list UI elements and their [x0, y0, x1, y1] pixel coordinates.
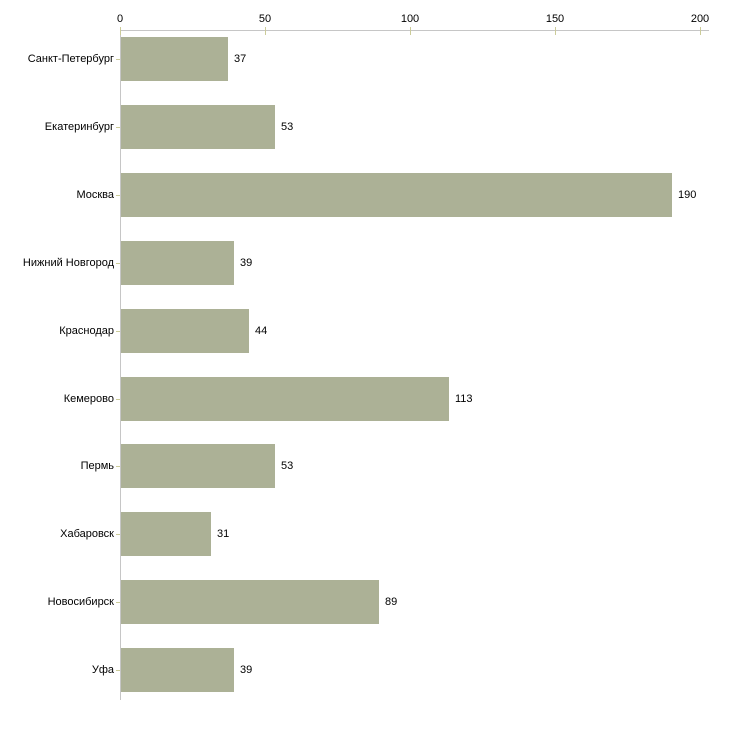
bar-row: Санкт-Петербург 37	[0, 37, 730, 81]
bar	[121, 444, 275, 488]
x-tick-label: 150	[545, 13, 565, 25]
category-label: Кемерово	[63, 393, 114, 405]
value-label: 53	[281, 121, 294, 133]
category-tick-mark	[116, 263, 120, 264]
category-tick-mark	[116, 331, 120, 332]
x-tick-label: 200	[690, 13, 710, 25]
category-label: Уфа	[91, 664, 114, 676]
bar	[121, 512, 211, 556]
value-label: 190	[678, 189, 697, 201]
value-label: 89	[385, 596, 398, 608]
bar	[121, 377, 449, 421]
value-label: 113	[455, 393, 473, 405]
category-tick-mark	[116, 534, 120, 535]
category-tick-mark	[116, 399, 120, 400]
bar-row: Новосибирск 89	[0, 580, 730, 624]
bar-row: Пермь 53	[0, 444, 730, 488]
x-tick-label: 50	[258, 13, 272, 25]
x-tick-label: 0	[116, 13, 124, 25]
bar	[121, 580, 379, 624]
x-tick-mark	[410, 27, 411, 35]
value-label: 31	[217, 528, 230, 540]
bar	[121, 309, 249, 353]
category-label: Новосибирск	[47, 596, 114, 608]
category-label: Пермь	[80, 460, 114, 472]
x-tick-mark	[700, 27, 701, 35]
category-tick-mark	[116, 195, 120, 196]
category-tick-mark	[116, 466, 120, 467]
y-axis-line	[120, 30, 121, 700]
bar-row: Екатеринбург 53	[0, 105, 730, 149]
bar-row: Кемерово 113	[0, 377, 730, 421]
x-axis-line	[120, 30, 709, 31]
value-label: 53	[281, 460, 294, 472]
x-tick-mark	[555, 27, 556, 35]
category-label: Екатеринбург	[44, 121, 114, 133]
category-tick-mark	[116, 59, 120, 60]
category-label: Краснодар	[59, 325, 114, 337]
value-label: 37	[234, 53, 247, 65]
bar-row: Хабаровск 31	[0, 512, 730, 556]
category-tick-mark	[116, 670, 120, 671]
category-label: Нижний Новгород	[22, 257, 114, 269]
bar	[121, 105, 275, 149]
category-label: Москва	[76, 189, 114, 201]
bar	[121, 173, 672, 217]
bar-row: Краснодар 44	[0, 309, 730, 353]
category-tick-mark	[116, 602, 120, 603]
x-tick-label: 100	[400, 13, 420, 25]
bar-row: Уфа 39	[0, 648, 730, 692]
bar	[121, 241, 234, 285]
x-tick-mark	[120, 27, 121, 35]
bar-row: Нижний Новгород 39	[0, 241, 730, 285]
bar	[121, 37, 228, 81]
category-label: Хабаровск	[60, 528, 114, 540]
bar	[121, 648, 234, 692]
value-label: 39	[240, 257, 253, 269]
category-label: Санкт-Петербург	[27, 53, 114, 65]
value-label: 44	[255, 325, 268, 337]
x-tick-mark	[265, 27, 266, 35]
bar-row: Москва 190	[0, 173, 730, 217]
category-tick-mark	[116, 127, 120, 128]
value-label: 39	[240, 664, 253, 676]
